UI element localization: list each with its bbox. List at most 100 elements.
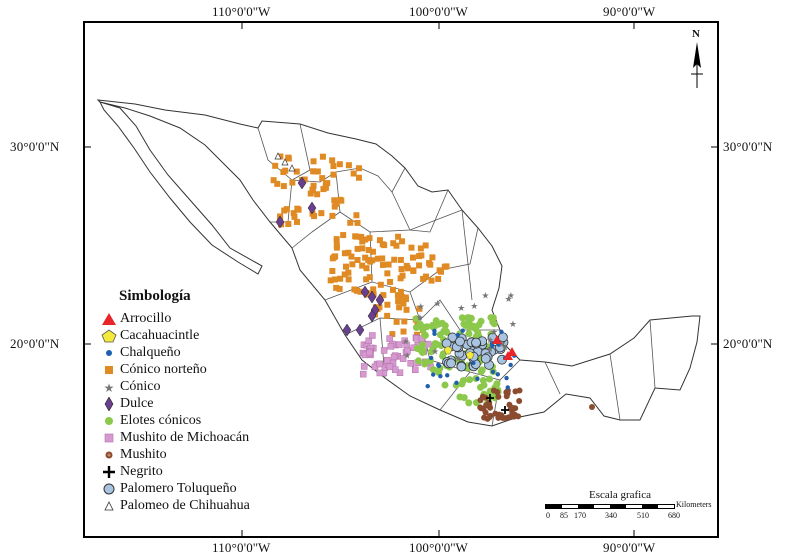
conico-norteno-point [343,263,350,270]
chalqueno-point [428,355,434,361]
conico-norteno-point [400,300,407,307]
conico-norteno-point [390,240,397,247]
conico-norteno-point [366,274,373,281]
elotes-conicos-point [419,349,427,357]
negrito-point [501,406,509,414]
conico-norteno-point [410,267,417,274]
elotes-conicos-point [470,322,478,330]
conico-point: ★ [454,355,462,365]
elotes-conicos-point [429,365,437,373]
conico-norteno-point [314,191,321,198]
conico-norteno-point [401,318,408,325]
elotes-conicos-point [441,381,449,389]
mushito-de-michoacan-point [383,356,391,364]
legend-item-chalqueno: Chalqueño [101,344,250,361]
conico-point: ★ [470,302,478,312]
legend-item-conico: ★ Cónico [101,378,250,395]
chalqueno-point [495,372,501,377]
conico-norteno-point [397,288,404,295]
conico-norteno-point [359,245,366,252]
mushito-de-michoacan-point [391,366,399,373]
legend-item-mushito: Mushito [101,446,250,463]
conico-norteno-point [345,162,352,169]
conico-norteno-point [345,269,352,276]
white-triangle-icon [104,500,114,510]
conico-norteno-point [355,174,362,181]
chalqueno-point [425,383,430,389]
elotes-conicos-point [458,314,466,322]
elotes-conicos-point [420,323,428,331]
conico-norteno-point [393,242,400,249]
conico-norteno-point [402,294,409,301]
conico-norteno-point [379,261,386,268]
conico-norteno-point [394,292,401,299]
conico-norteno-point [354,219,361,226]
legend-item-negrito: Negrito [101,463,250,480]
conico-point: ★ [417,302,425,312]
conico-norteno-point [349,261,356,268]
mushito-point [490,387,497,394]
orange-square-icon [105,365,113,374]
conico-norteno-point [353,212,360,219]
conico-norteno-point [345,276,352,283]
mushito-point [589,404,595,410]
palomeo-de-chihuahua-point [288,164,296,172]
conico-norteno-point [348,253,355,260]
conico-norteno-point [385,261,392,268]
conico-norteno-point [384,312,391,319]
mushito-de-michoacan-point [387,343,395,350]
conico-point: ★ [416,314,424,324]
conico-norteno-point [345,249,352,256]
conico-norteno-point [294,205,301,212]
conico-norteno-point [381,242,388,249]
conico-point: ★ [507,291,515,301]
conico-norteno-point [291,213,298,220]
conico-norteno-point [417,245,424,252]
conico-norteno-point [333,284,340,291]
conico-point: ★ [509,320,517,330]
conico-norteno-point [429,254,436,261]
conico-norteno-point [336,161,343,168]
conico-norteno-point [353,233,360,240]
conico-point: ★ [486,345,494,355]
conico-norteno-point [356,165,363,172]
mushito-de-michoacan-point [386,363,394,370]
conico-norteno-point [333,236,340,243]
conico-norteno-point [380,292,387,299]
map-canvas: ★★★★★★★★★★★ ★★★★★★★ [85,23,717,536]
conico-norteno-point [376,237,383,244]
legend-label: Arrocillo [120,310,172,326]
conico-norteno-point [329,212,336,219]
dulce-point [275,215,285,229]
dulce-point [342,323,352,337]
conico-norteno-point [398,266,405,273]
conico-norteno-point [311,213,318,220]
conico-norteno-point [337,275,344,282]
conico-norteno-point [354,257,361,264]
conico-norteno-point [329,157,336,164]
negrito-point [486,394,494,402]
mushito-point [498,412,505,419]
legend-item-elotes-conicos: Elotes cónicos [101,412,250,429]
palomero-toluqueno-point [456,361,467,372]
conico-norteno-point [422,242,429,249]
conico-norteno-point [347,219,354,226]
palomero-toluqueno-point [471,337,481,348]
conico-norteno-point [337,196,344,203]
conico-norteno-point [331,197,338,204]
right-latitude-label-20n: 20°0'0''N [723,336,773,351]
conico-norteno-point [341,271,348,278]
conico-norteno-point [374,255,381,262]
conico-norteno-point [340,232,347,239]
conico-norteno-point [330,171,337,178]
conico-norteno-point [377,281,384,288]
conico-norteno-point [443,263,450,270]
scale-tick: 340 [605,511,617,520]
elotes-conicos-point [427,348,435,356]
conico-norteno-point [408,244,415,251]
conico-norteno-point [333,244,340,251]
conico-norteno-point [435,275,442,282]
conico-point: ★ [481,292,489,302]
brown-dot-icon [105,451,113,458]
mushito-de-michoacan-point [404,347,411,355]
